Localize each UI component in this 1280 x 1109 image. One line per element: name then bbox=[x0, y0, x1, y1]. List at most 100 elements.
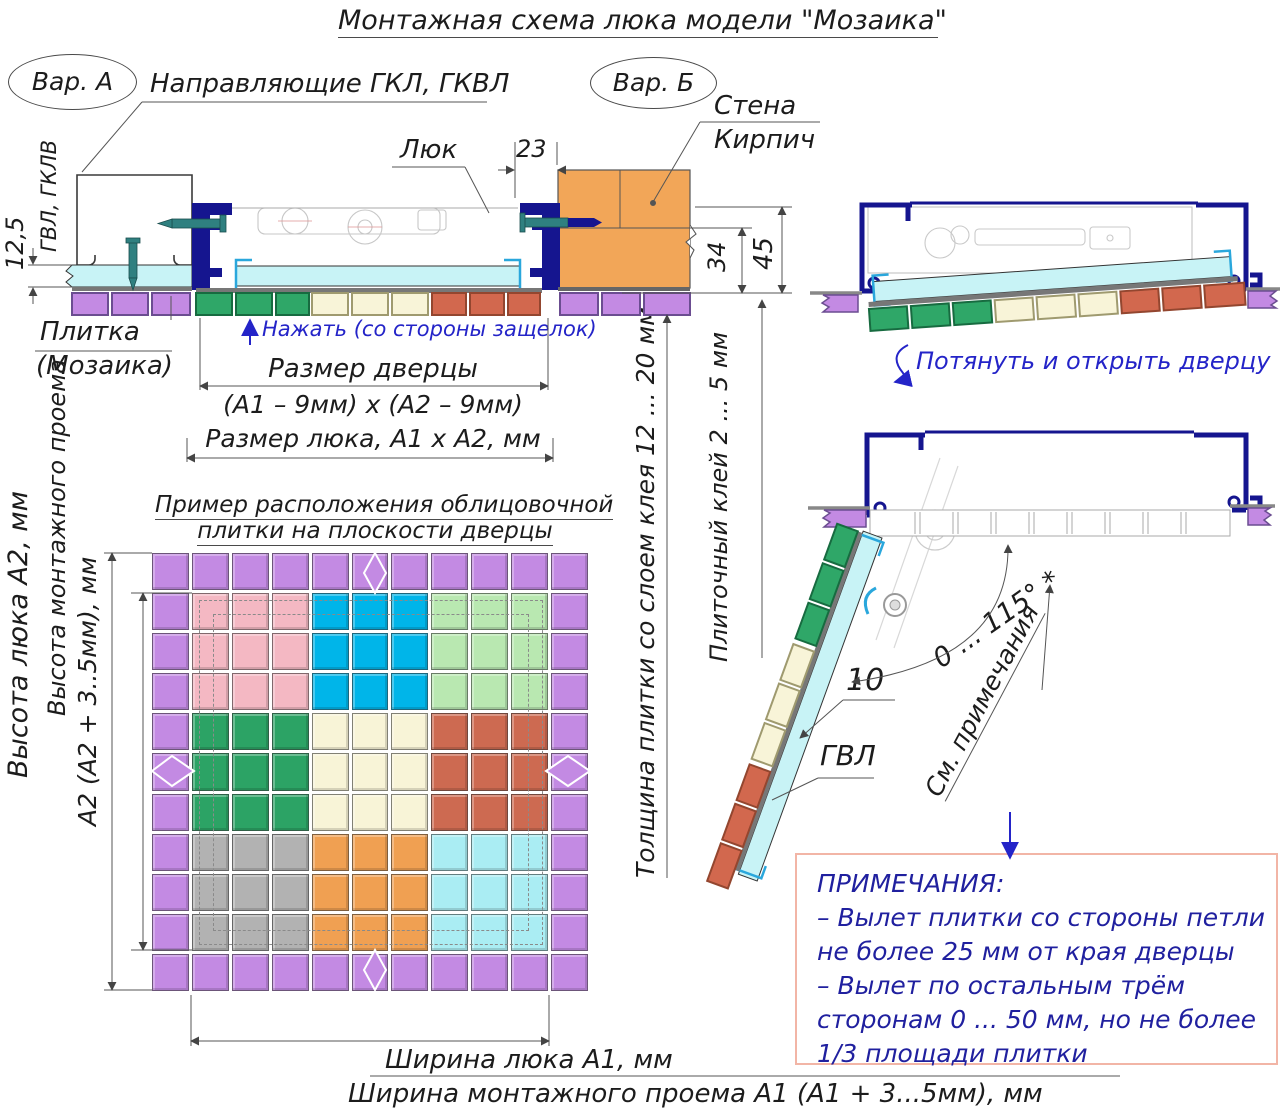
mosaic-tile bbox=[231, 593, 269, 631]
mosaic-tile bbox=[311, 833, 349, 871]
notes-title: ПРИМЕЧАНИЯ: bbox=[817, 869, 1005, 898]
mosaic-tile bbox=[231, 673, 269, 711]
mosaic-tile bbox=[152, 553, 189, 591]
mosaic-tile bbox=[511, 753, 549, 791]
mosaic-tile bbox=[431, 873, 469, 911]
hatch-size-label: Размер люка, А1 х А2, мм bbox=[205, 424, 541, 453]
mosaic-tile bbox=[311, 753, 349, 791]
mosaic-tile bbox=[431, 833, 469, 871]
mosaic-tile bbox=[311, 953, 349, 991]
mosaic-tile bbox=[391, 553, 429, 591]
mosaic-tile bbox=[431, 793, 469, 831]
tile-mosaic-label-line1: Плитка bbox=[40, 317, 140, 347]
hatch-opening-band bbox=[869, 509, 1231, 537]
mosaic-tile bbox=[311, 713, 349, 751]
mosaic-tile bbox=[471, 593, 509, 631]
wall-surface-left bbox=[808, 506, 870, 528]
mosaic-tile bbox=[431, 753, 469, 791]
mosaic-tile bbox=[191, 633, 229, 671]
mosaic-tile bbox=[511, 593, 549, 631]
mosaic-tile bbox=[391, 633, 429, 671]
open-door-assembly bbox=[705, 522, 886, 890]
hatch-frame-right bbox=[520, 203, 560, 290]
mosaic-tile bbox=[351, 553, 389, 591]
gvl-label: ГВЛ bbox=[820, 739, 876, 772]
variant-b-bubble: Вар. Б bbox=[590, 57, 717, 109]
wall-tiles-left bbox=[71, 292, 191, 316]
page-title: Монтажная схема люка модели "Мозаика" bbox=[338, 5, 947, 39]
mosaic-tile bbox=[471, 673, 509, 711]
screw-left bbox=[125, 214, 227, 292]
mosaic-tile bbox=[431, 953, 469, 991]
mosaic-tile bbox=[391, 593, 429, 631]
mosaic-tile bbox=[431, 713, 469, 751]
mosaic-tile bbox=[551, 833, 588, 871]
mosaic-tile bbox=[231, 833, 269, 871]
mosaic-tile bbox=[431, 673, 469, 711]
notes-line: не более 25 мм от края дверцы bbox=[817, 937, 1235, 966]
hatch-label: Люк bbox=[400, 135, 458, 165]
mosaic-tile bbox=[511, 833, 549, 871]
door-dashed-outline bbox=[199, 600, 543, 945]
mosaic-tile bbox=[551, 793, 588, 831]
mosaic-tile bbox=[231, 953, 269, 991]
mosaic-tile bbox=[351, 833, 389, 871]
mosaic-tile bbox=[471, 953, 509, 991]
wall-label-line2: Кирпич bbox=[714, 125, 816, 155]
mosaic-tile bbox=[152, 793, 189, 831]
cross-section-open-hatch bbox=[705, 430, 1275, 890]
mosaic-tile bbox=[271, 673, 309, 711]
example-heading: Пример расположения облицовочной плитки … bbox=[155, 492, 614, 546]
mosaic-tile bbox=[231, 633, 269, 671]
mosaic-tile bbox=[431, 553, 469, 591]
mosaic-tile bbox=[152, 593, 189, 631]
wall-surface-left bbox=[810, 291, 862, 313]
mosaic-tile bbox=[271, 833, 309, 871]
mosaic-tile bbox=[351, 753, 389, 791]
hinge-knob bbox=[863, 586, 907, 617]
mosaic-tile bbox=[551, 713, 588, 751]
mosaic-tile bbox=[152, 913, 189, 951]
mosaic-tile bbox=[311, 873, 349, 911]
mosaic-tile bbox=[511, 633, 549, 671]
mechanism-sketch bbox=[924, 225, 1131, 259]
mosaic-tile bbox=[391, 873, 429, 911]
mosaic-tile bbox=[431, 593, 469, 631]
mosaic-tile bbox=[351, 793, 389, 831]
mosaic-tile bbox=[551, 873, 588, 911]
mosaic-tile bbox=[271, 553, 309, 591]
screw-right-anchor bbox=[519, 212, 602, 233]
door-size-formula: (А1 – 9мм) х (А2 – 9мм) bbox=[223, 390, 523, 419]
door-body bbox=[867, 206, 1193, 274]
mosaic-tile bbox=[511, 673, 549, 711]
mosaic-tile bbox=[511, 953, 549, 991]
hatch-frame-right bbox=[1194, 432, 1263, 513]
mosaic-tile bbox=[351, 713, 389, 751]
mosaic-tile bbox=[311, 593, 349, 631]
mosaic-tile bbox=[511, 553, 549, 591]
mosaic-tile bbox=[351, 673, 389, 711]
mosaic-tile bbox=[191, 713, 229, 751]
mosaic-tile bbox=[391, 713, 429, 751]
mosaic-tile bbox=[511, 713, 549, 751]
mosaic-tile bbox=[152, 953, 189, 991]
example-heading-line1: Пример расположения облицовочной bbox=[155, 492, 614, 520]
mosaic-tile bbox=[391, 953, 429, 991]
mosaic-tile bbox=[191, 753, 229, 791]
mosaic-tile bbox=[152, 713, 189, 751]
mosaic-tile bbox=[191, 953, 229, 991]
mosaic-tile bbox=[271, 793, 309, 831]
mosaic-tile bbox=[471, 553, 509, 591]
example-heading-line2: плитки на плоскости дверцы bbox=[197, 517, 553, 546]
mosaic-tile bbox=[391, 833, 429, 871]
mosaic-tile bbox=[391, 673, 429, 711]
pull-instruction: Потянуть и открыть дверцу bbox=[916, 347, 1271, 375]
brick-wall bbox=[557, 169, 697, 289]
mosaic-tile bbox=[471, 633, 509, 671]
mosaic-tile bbox=[551, 953, 588, 991]
mosaic-tile-grid bbox=[152, 553, 588, 991]
press-instruction: Нажать (со стороны защелок) bbox=[262, 317, 597, 341]
door-mechanism-sketch bbox=[257, 207, 447, 245]
variant-a-bubble: Вар. А bbox=[8, 54, 137, 110]
